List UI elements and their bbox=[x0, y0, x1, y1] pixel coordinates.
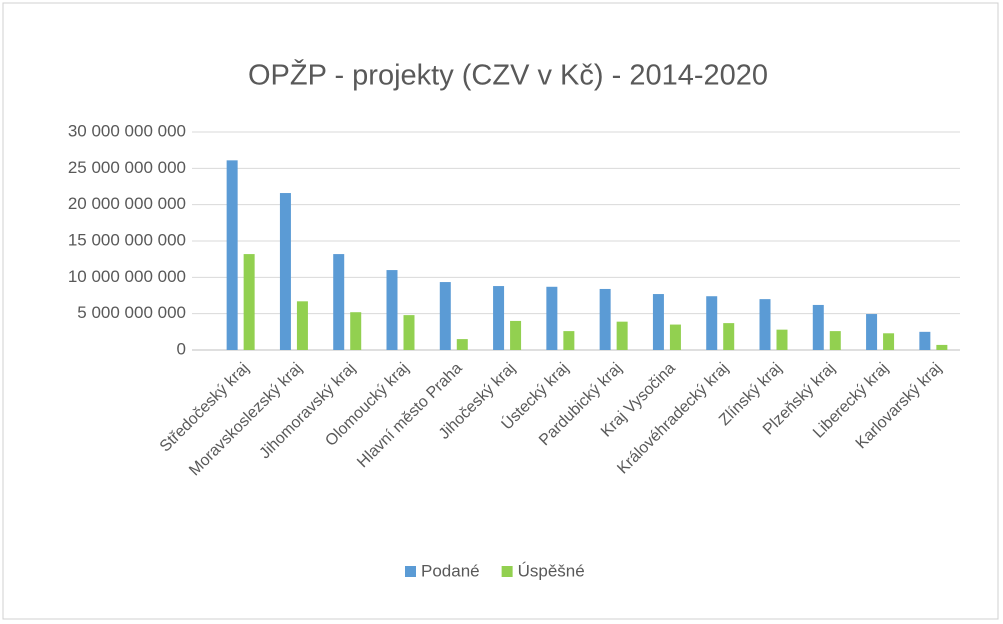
bar bbox=[403, 315, 415, 350]
y-tick-label: 25 000 000 000 bbox=[68, 158, 186, 177]
bar bbox=[386, 270, 398, 350]
bar bbox=[759, 299, 771, 350]
bar bbox=[456, 339, 468, 350]
bar bbox=[510, 320, 522, 350]
bar bbox=[812, 304, 824, 350]
bar bbox=[883, 333, 895, 350]
legend-swatch bbox=[405, 566, 416, 577]
bar bbox=[350, 312, 362, 350]
bar bbox=[776, 329, 788, 350]
bar bbox=[616, 321, 628, 350]
legend-swatch bbox=[501, 566, 513, 577]
bar bbox=[563, 331, 575, 350]
y-tick-label: 5 000 000 000 bbox=[77, 303, 186, 322]
bar bbox=[243, 254, 255, 350]
bar bbox=[866, 314, 878, 350]
bar bbox=[652, 294, 664, 350]
bar bbox=[936, 344, 948, 350]
bar bbox=[706, 296, 718, 350]
y-tick-label: 20 000 000 000 bbox=[68, 194, 186, 213]
bar bbox=[226, 160, 238, 350]
y-tick-label: 10 000 000 000 bbox=[68, 267, 186, 286]
bar bbox=[279, 193, 291, 350]
legend-label: Podané bbox=[421, 561, 480, 580]
bar bbox=[829, 331, 841, 350]
bar bbox=[333, 254, 345, 350]
bar bbox=[439, 282, 451, 350]
y-tick-label: 15 000 000 000 bbox=[68, 230, 186, 249]
bar bbox=[599, 288, 611, 350]
y-tick-label: 30 000 000 000 bbox=[68, 121, 186, 140]
bar bbox=[296, 301, 308, 350]
legend-label: Úspěšné bbox=[518, 561, 585, 580]
bar bbox=[493, 286, 505, 350]
bar bbox=[669, 324, 681, 350]
bar bbox=[723, 323, 735, 350]
y-tick-label: 0 bbox=[177, 339, 186, 358]
bar bbox=[919, 331, 931, 350]
chart-title: OPŽP - projekty (CZV v Kč) - 2014-2020 bbox=[248, 59, 768, 92]
bar bbox=[546, 286, 558, 350]
